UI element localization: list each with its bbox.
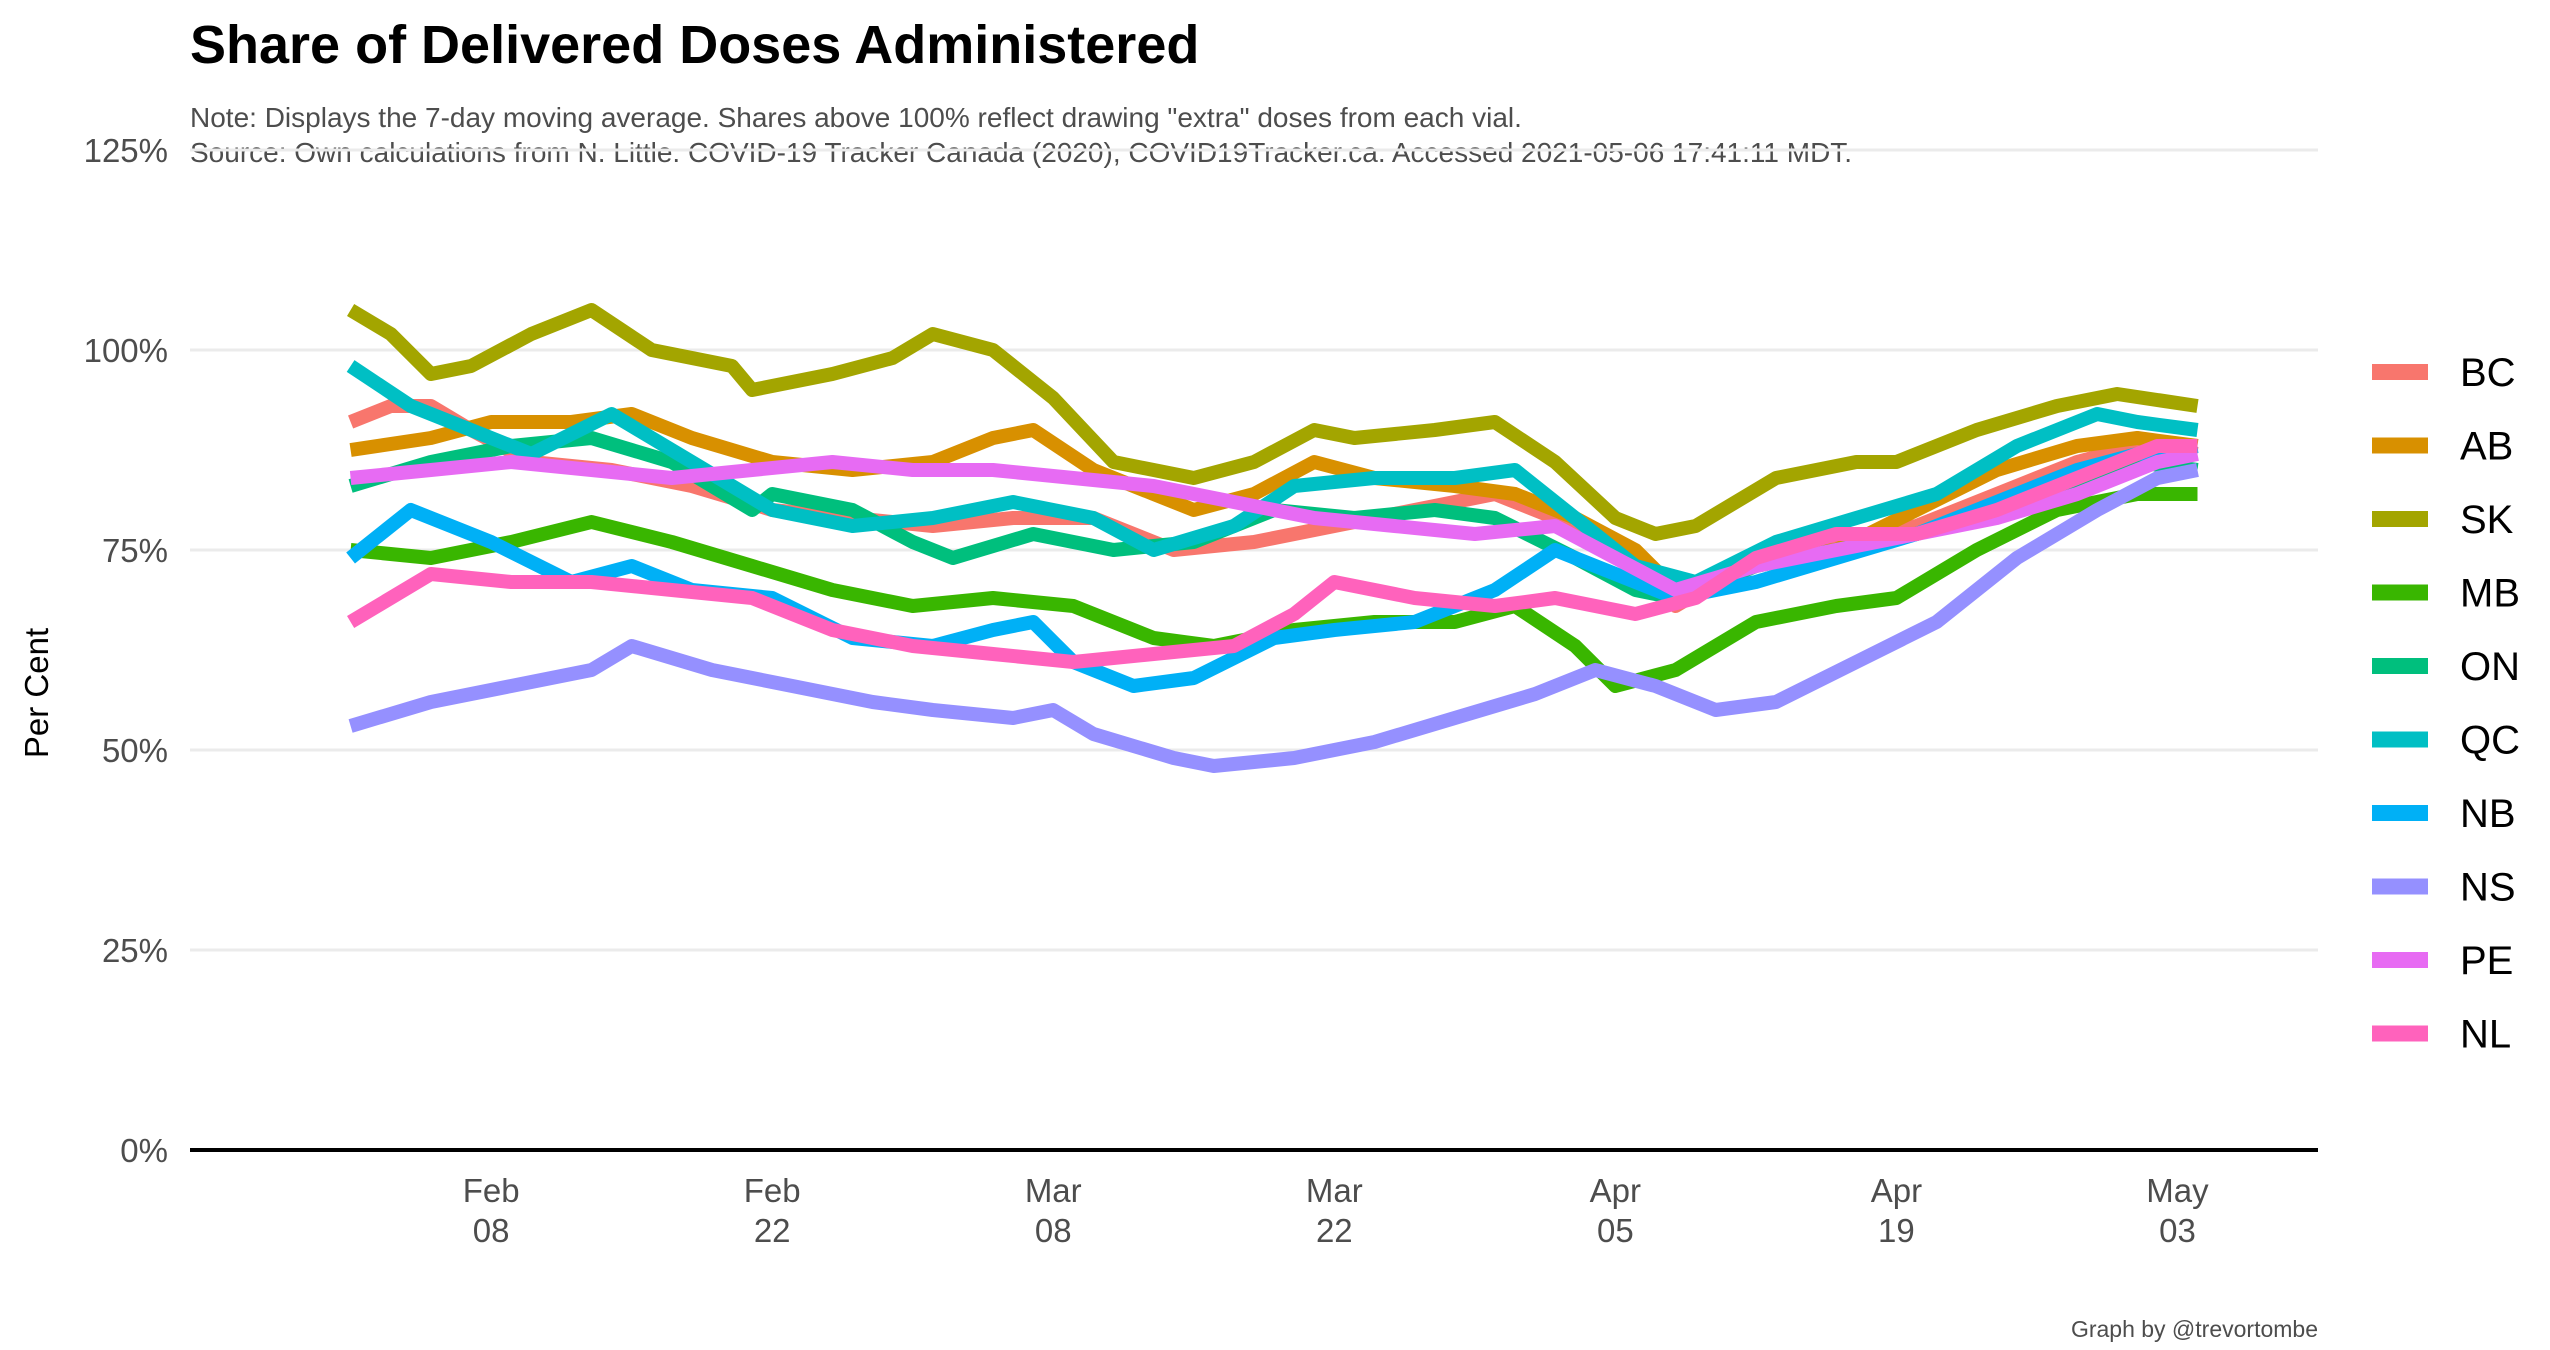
legend-label-bc: BC	[2460, 351, 2516, 395]
y-axis-tick-labels: 0% 25% 50% 75% 100% 125%	[84, 132, 168, 1169]
series-line-nl	[347, 439, 2198, 669]
chart-source: Source: Own calculations from N. Little.…	[190, 137, 1852, 168]
y-tick-label: 125%	[84, 132, 168, 169]
x-tick-label-day: 19	[1878, 1212, 1915, 1249]
y-tick-label: 100%	[84, 332, 168, 369]
series-line-ns	[348, 463, 2199, 773]
x-tick-label-month: Apr	[1871, 1172, 1922, 1209]
x-tick-label-day: 08	[1035, 1212, 1072, 1249]
x-tick-label-month: May	[2146, 1172, 2209, 1209]
y-tick-label: 0%	[120, 1132, 168, 1169]
x-tick-label-day: 22	[1316, 1212, 1353, 1249]
x-tick-label-month: Mar	[1306, 1172, 1363, 1209]
series-lines	[346, 303, 2199, 773]
x-tick-label-day: 03	[2159, 1212, 2196, 1249]
chart-title: Share of Delivered Doses Administered	[190, 15, 1199, 75]
legend-label-nb: NB	[2460, 792, 2516, 836]
legend-label-ab: AB	[2460, 425, 2513, 469]
chart-note: Note: Displays the 7-day moving average.…	[190, 102, 1522, 133]
legend-label-sk: SK	[2460, 498, 2514, 542]
y-tick-label: 75%	[102, 532, 168, 569]
y-tick-label: 25%	[102, 932, 168, 969]
x-tick-label-month: Mar	[1025, 1172, 1082, 1209]
y-tick-label: 50%	[102, 732, 168, 769]
legend-label-on: ON	[2460, 645, 2520, 689]
x-tick-label-day: 05	[1597, 1212, 1634, 1249]
x-tick-label-month: Apr	[1590, 1172, 1641, 1209]
chart-caption: Graph by @trevortombe	[2071, 1316, 2318, 1342]
gridlines	[190, 148, 2318, 952]
legend-label-nl: NL	[2460, 1013, 2511, 1057]
x-tick-label-month: Feb	[463, 1172, 520, 1209]
legend-label-ns: NS	[2460, 866, 2516, 910]
legend-label-mb: MB	[2460, 572, 2520, 616]
legend-label-pe: PE	[2460, 939, 2513, 983]
series-line-sk	[347, 303, 2199, 541]
legend: BC AB SK MB ON QC NB NS PE NL	[2372, 351, 2520, 1057]
legend-label-qc: QC	[2460, 719, 2520, 763]
x-tick-label-day: 22	[754, 1212, 791, 1249]
x-tick-label-month: Feb	[744, 1172, 801, 1209]
x-tick-label-day: 08	[473, 1212, 510, 1249]
y-axis-label: Per Cent	[18, 628, 55, 758]
series-line-qc	[346, 360, 2199, 589]
